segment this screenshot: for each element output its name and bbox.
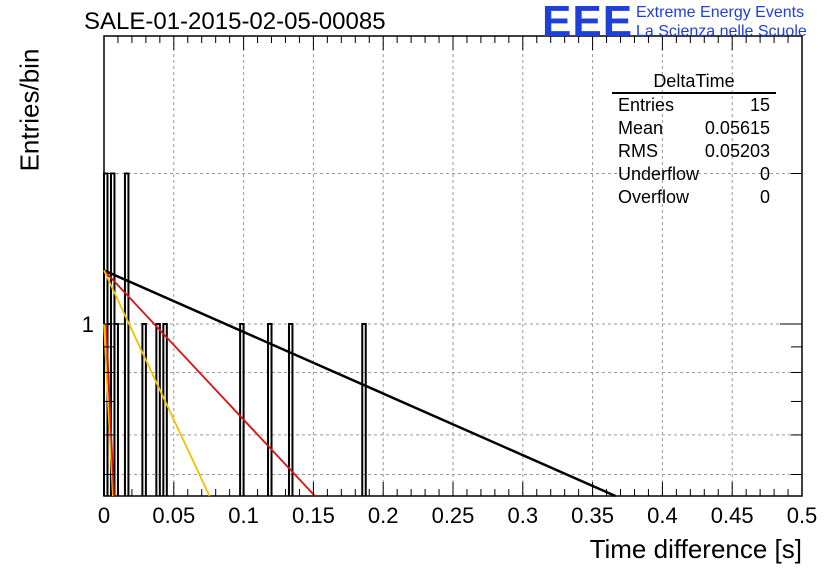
stats-row-underflow: Underflow 0 [612, 163, 776, 186]
fit-line [103, 269, 316, 497]
stats-value: 15 [749, 95, 770, 115]
stats-value: 0.05203 [704, 141, 770, 161]
logo-line-2: La Scienza nelle Scuole [636, 23, 807, 40]
histogram-bar [123, 172, 130, 496]
stats-value: 0.05615 [704, 118, 770, 138]
fit-line [105, 323, 115, 497]
logo-line-1: Extreme Energy Events [636, 4, 805, 21]
fit-line [103, 269, 616, 498]
x-tick-label: 0.1 [228, 503, 259, 528]
fit-line [103, 323, 114, 497]
stats-label: Entries [618, 95, 675, 115]
stats-row-entries: Entries 15 [612, 94, 776, 117]
stats-label: Underflow [618, 164, 700, 184]
x-tick-label: 0.05 [152, 503, 195, 528]
histogram-bar [141, 323, 147, 496]
histogram-bar [361, 323, 367, 496]
logo-caption: Extreme Energy Events La Scienza nelle S… [636, 3, 807, 41]
histogram-bar [267, 323, 273, 496]
chart-title: SALE-01-2015-02-05-00085 [84, 8, 386, 35]
x-tick-label: 0.15 [292, 503, 335, 528]
stats-value: 0 [759, 187, 770, 207]
x-tick-label: 0.35 [571, 503, 614, 528]
stats-row-overflow: Overflow 0 [612, 186, 776, 209]
histogram-bar [155, 323, 161, 496]
x-axis-label: Time difference [s] [589, 534, 802, 564]
x-tick-label: 0.3 [508, 503, 539, 528]
x-tick-label: 0.2 [368, 503, 399, 528]
stats-title: DeltaTime [612, 70, 776, 94]
stats-label: RMS [618, 141, 658, 161]
fit-line [103, 270, 211, 497]
x-tick-label: 0 [98, 503, 110, 528]
x-tick-label: 0.4 [647, 503, 678, 528]
stats-label: Overflow [618, 187, 690, 207]
stats-box: DeltaTime Entries 15 Mean 0.05615 RMS 0.… [612, 70, 776, 209]
stats-row-rms: RMS 0.05203 [612, 140, 776, 163]
x-tick-label: 0.25 [432, 503, 475, 528]
histogram-bar [239, 323, 245, 496]
y-tick-label: 1 [82, 312, 94, 337]
histogram-bar [287, 323, 294, 496]
stats-row-mean: Mean 0.05615 [612, 117, 776, 140]
histogram-bar [113, 323, 119, 496]
y-axis-label: Entries/bin [14, 48, 45, 172]
eee-logo: EEE [542, 0, 634, 46]
x-tick-label: 0.5 [787, 503, 818, 528]
x-tick-label: 0.45 [711, 503, 754, 528]
stats-value: 0 [759, 164, 770, 184]
stats-label: Mean [618, 118, 664, 138]
histogram-bar [162, 323, 168, 496]
